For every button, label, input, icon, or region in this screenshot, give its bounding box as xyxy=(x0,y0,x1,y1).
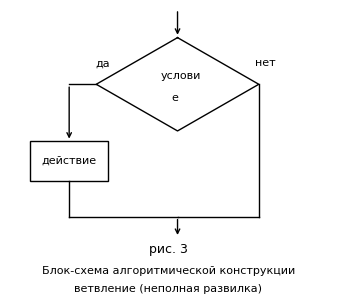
Text: Блок-схема алгоритмической конструкции: Блок-схема алгоритмической конструкции xyxy=(42,266,295,276)
Text: е: е xyxy=(171,93,178,103)
Text: ветвление (неполная развилка): ветвление (неполная развилка) xyxy=(74,284,263,294)
Text: да: да xyxy=(95,58,110,68)
Text: нет: нет xyxy=(254,58,275,68)
Text: услови: услови xyxy=(160,71,201,81)
Text: действие: действие xyxy=(41,156,97,166)
Text: рис. 3: рис. 3 xyxy=(149,243,188,256)
